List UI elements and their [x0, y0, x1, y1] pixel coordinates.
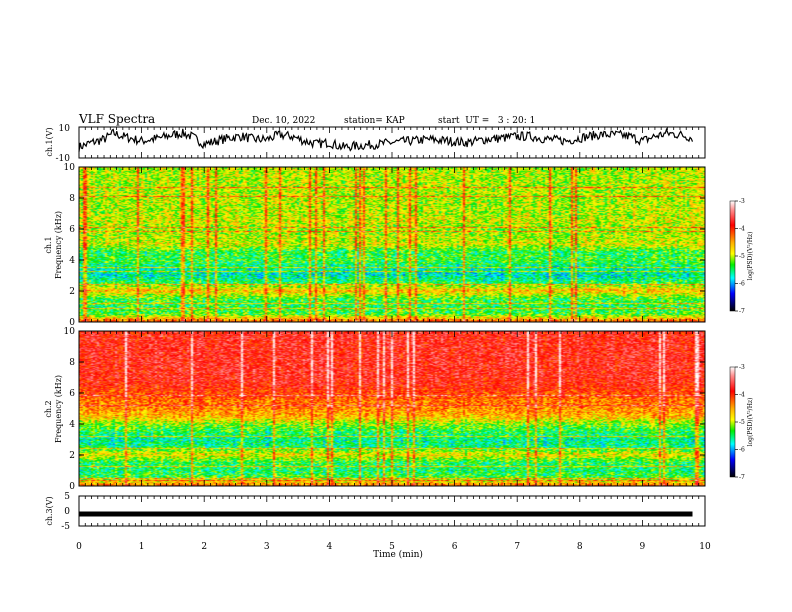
xtick-label: 8 [577, 542, 583, 552]
colorbar-tick-label: -5 [739, 253, 745, 260]
ytick-label: 0 [69, 318, 75, 328]
panel-ch2-spectrogram: 0 2 4 6 8 10 ch.2Frequency (kHz) [44, 327, 706, 492]
ylabel-line: ch.1 [44, 236, 53, 253]
station-text: station= KAP [344, 116, 405, 126]
time-axis-ticks: 0 1 2 3 4 5 6 7 8 9 10 [76, 127, 711, 552]
ytick-label: 6 [69, 389, 75, 399]
ytick-label: 10 [64, 327, 76, 337]
colorbar-tick-label: -5 [739, 419, 745, 426]
ch3-waveform-ylabel: ch.3(V) [45, 496, 54, 525]
ch1-spectrogram-image [79, 167, 705, 322]
colorbar-ch1-label: log(PSD)(V²/Hz) [747, 232, 754, 281]
colorbar-tick-label: -6 [739, 281, 745, 288]
xtick-label: 3 [264, 542, 270, 552]
figure-title: VLF Spectra [78, 112, 155, 126]
colorbar-ch2-label: log(PSD)(V²/Hz) [747, 398, 754, 447]
ytick-label: 2 [69, 451, 75, 461]
colorbar-tick-label: -3 [739, 198, 745, 205]
panel-ch1-waveform: 10 -10 ch.1(V) [45, 124, 706, 164]
xtick-label: 6 [452, 542, 458, 552]
ylabel-line: Frequency (kHz) [54, 211, 63, 279]
ch3-ytick-0: 0 [64, 507, 70, 517]
xtick-label: 2 [201, 542, 207, 552]
ch3-ytick-minus5: -5 [61, 522, 70, 532]
ytick-label: 0 [69, 482, 75, 492]
colorbar-tick-label: -6 [739, 447, 745, 454]
colorbar-ch1: -3 -4 -5 -6 -7 log(PSD)(V²/Hz) [729, 198, 754, 315]
ch1-spectrogram-ylabel: ch.1Frequency (kHz) [44, 211, 63, 279]
ch1-spectrogram-yticks: 0 2 4 6 8 10 [64, 163, 705, 328]
ytick-label: 8 [69, 194, 75, 204]
ch1-waveform-ylabel: ch.1(V) [45, 127, 54, 156]
ch2-spectrogram-yticks: 0 2 4 6 8 10 [64, 327, 705, 492]
colorbar-tick-label: -3 [739, 364, 745, 371]
ytick-label: 2 [69, 287, 75, 297]
xtick-label: 1 [139, 542, 145, 552]
ylabel-line: ch.2 [44, 400, 53, 417]
colorbar-tick-label: -4 [739, 226, 745, 233]
ch2-spectrogram-image [79, 331, 705, 486]
time-axis-label: Time (min) [373, 549, 423, 560]
ch1-waveform-line [78, 127, 694, 152]
panel-ch1-spectrogram: 0 2 4 6 8 10 ch.1Frequency (kHz) [44, 163, 706, 328]
ytick-label: 4 [69, 420, 75, 430]
date-text: Dec. 10, 2022 [252, 116, 315, 126]
colorbar-tick-label: -4 [739, 392, 745, 399]
xtick-label: 9 [640, 542, 646, 552]
colorbar-ch1-ticks: -3 -4 -5 -6 -7 [735, 198, 745, 315]
ytick-label: 10 [64, 163, 76, 173]
ylabel-line: Frequency (kHz) [54, 375, 63, 443]
ytick-label: 6 [69, 225, 75, 235]
xtick-label: 5 [389, 542, 395, 552]
xtick-label: 0 [76, 542, 82, 552]
ch1-ytick-bottom: -10 [56, 154, 71, 164]
colorbar-ch2-ticks: -3 -4 -5 -6 -7 [735, 364, 745, 481]
ytick-label: 8 [69, 358, 75, 368]
start-time-text: start UT = 3 : 20: 1 [438, 116, 535, 126]
xtick-label: 4 [327, 542, 333, 552]
xtick-label: 7 [514, 542, 520, 552]
colorbar-ch2: -3 -4 -5 -6 -7 log(PSD)(V²/Hz) [729, 364, 754, 481]
colorbar-tick-label: -7 [739, 308, 745, 315]
ytick-label: 4 [69, 256, 75, 266]
colorbar-tick-label: -7 [739, 474, 745, 481]
ch1-ytick-top: 10 [59, 124, 71, 134]
ch3-ytick-5: 5 [64, 492, 70, 502]
xtick-label: 10 [699, 542, 711, 552]
panel-ch3-waveform: 5 0 -5 ch.3(V) [45, 492, 706, 532]
ch2-spectrogram-ylabel: ch.2Frequency (kHz) [44, 375, 63, 443]
